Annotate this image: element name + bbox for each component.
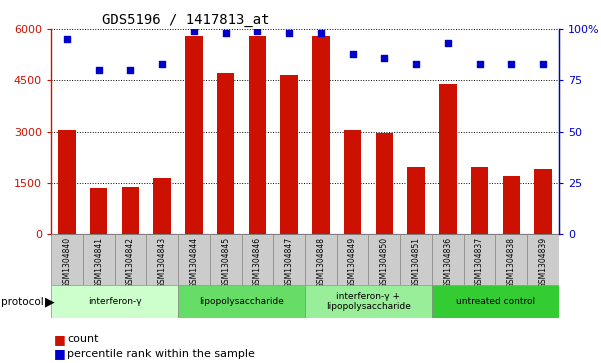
Point — [507, 61, 516, 67]
Bar — [439, 84, 457, 234]
Point — [62, 36, 72, 42]
Point — [284, 30, 294, 36]
Bar — [312, 36, 329, 234]
Text: GSM1304841: GSM1304841 — [94, 237, 103, 287]
Bar — [432, 285, 559, 318]
Text: GSM1304838: GSM1304838 — [507, 237, 516, 287]
Bar — [471, 167, 488, 234]
Bar — [376, 133, 393, 234]
Bar — [344, 130, 361, 234]
Bar — [249, 36, 266, 234]
Text: GSM1304839: GSM1304839 — [538, 237, 548, 288]
Text: ■: ■ — [54, 333, 66, 346]
Bar — [495, 234, 527, 285]
Bar — [305, 234, 337, 285]
Point — [126, 67, 135, 73]
Point — [221, 30, 230, 36]
Bar — [432, 234, 464, 285]
Bar — [178, 234, 210, 285]
Text: protocol: protocol — [1, 297, 44, 307]
Bar — [51, 285, 178, 318]
Bar — [146, 234, 178, 285]
Bar — [242, 234, 273, 285]
Text: GSM1304844: GSM1304844 — [189, 237, 198, 288]
Text: GSM1304851: GSM1304851 — [412, 237, 421, 287]
Bar — [305, 285, 432, 318]
Text: untreated control: untreated control — [456, 297, 535, 306]
Bar — [534, 169, 552, 234]
Bar — [217, 73, 234, 234]
Bar — [210, 234, 242, 285]
Point — [252, 28, 262, 34]
Bar — [51, 234, 83, 285]
Bar — [273, 234, 305, 285]
Text: count: count — [67, 334, 99, 344]
Bar — [115, 234, 146, 285]
Text: GSM1304836: GSM1304836 — [444, 237, 453, 288]
Text: interferon-γ +
lipopolysaccharide: interferon-γ + lipopolysaccharide — [326, 291, 411, 311]
Bar — [83, 234, 115, 285]
Bar — [178, 285, 305, 318]
Text: interferon-γ: interferon-γ — [88, 297, 141, 306]
Text: GSM1304846: GSM1304846 — [253, 237, 262, 288]
Text: percentile rank within the sample: percentile rank within the sample — [67, 349, 255, 359]
Text: GSM1304850: GSM1304850 — [380, 237, 389, 288]
Text: GSM1304837: GSM1304837 — [475, 237, 484, 288]
Point — [443, 41, 453, 46]
Bar — [464, 234, 495, 285]
Text: GSM1304840: GSM1304840 — [63, 237, 72, 288]
Bar — [527, 234, 559, 285]
Text: GSM1304843: GSM1304843 — [157, 237, 166, 288]
Point — [348, 51, 358, 57]
Bar — [185, 36, 203, 234]
Bar — [368, 234, 400, 285]
Text: GSM1304847: GSM1304847 — [285, 237, 294, 288]
Point — [380, 55, 389, 61]
Text: ▶: ▶ — [44, 295, 54, 309]
Bar — [502, 176, 520, 234]
Point — [94, 67, 103, 73]
Point — [475, 61, 484, 67]
Text: lipopolysaccharide: lipopolysaccharide — [199, 297, 284, 306]
Text: GSM1304849: GSM1304849 — [348, 237, 357, 288]
Text: GSM1304845: GSM1304845 — [221, 237, 230, 288]
Text: GSM1304842: GSM1304842 — [126, 237, 135, 287]
Bar — [122, 187, 139, 234]
Bar — [407, 167, 425, 234]
Bar — [400, 234, 432, 285]
Point — [157, 61, 167, 67]
Point — [316, 30, 326, 36]
Bar — [90, 188, 108, 234]
Bar — [58, 130, 76, 234]
Text: GDS5196 / 1417813_at: GDS5196 / 1417813_at — [102, 13, 270, 27]
Bar — [337, 234, 368, 285]
Bar — [281, 75, 298, 234]
Point — [189, 28, 199, 34]
Text: ■: ■ — [54, 347, 66, 360]
Point — [411, 61, 421, 67]
Bar — [153, 179, 171, 234]
Text: GSM1304848: GSM1304848 — [316, 237, 325, 287]
Point — [538, 61, 548, 67]
